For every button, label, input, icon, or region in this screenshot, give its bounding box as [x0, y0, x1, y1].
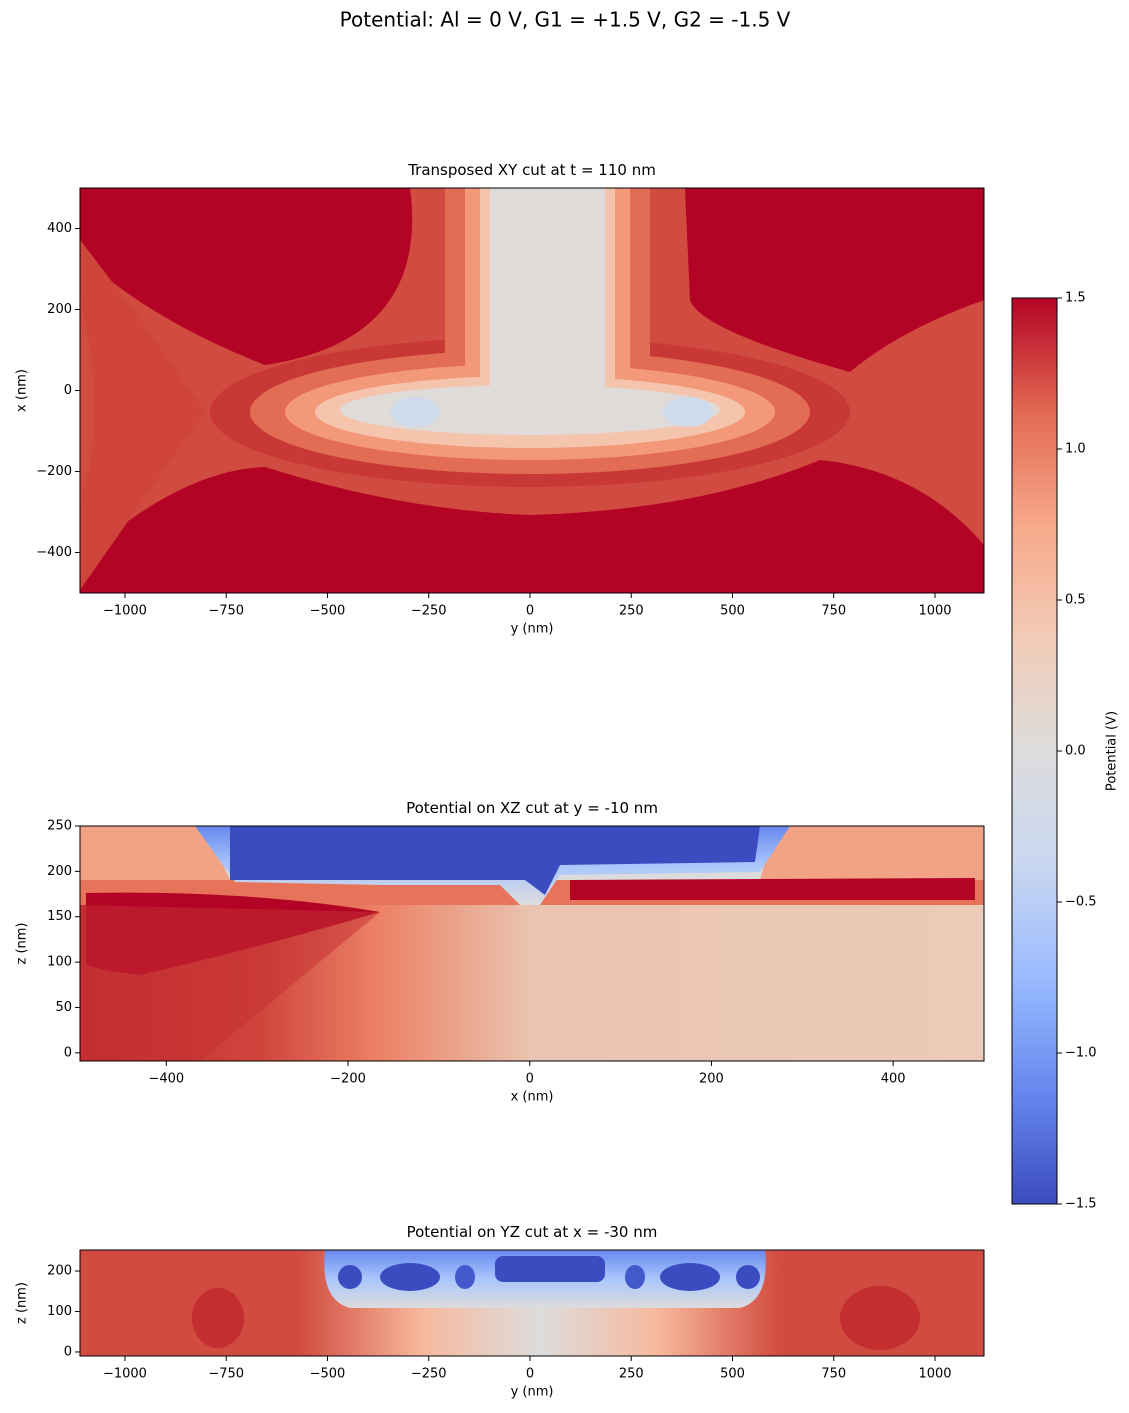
y-tick-label: 250	[47, 819, 72, 834]
x-tick-label: 500	[720, 1367, 745, 1382]
y-tick-label: 0	[64, 1045, 72, 1060]
y-tick-label: 150	[47, 909, 72, 924]
colorbar-tick-label: −1.0	[1065, 1046, 1097, 1061]
colorbar-label: Potential (V)	[1105, 711, 1120, 791]
y-tick-label: 0	[64, 1344, 72, 1359]
x-tick-label: −250	[411, 604, 447, 619]
plot-frame	[79, 825, 985, 1062]
x-tick-label: 750	[821, 604, 846, 619]
plot-frame	[79, 1249, 985, 1357]
contour-field	[80, 1250, 984, 1356]
contour-field	[80, 826, 984, 1061]
y-axis-label: z (nm)	[15, 1282, 30, 1324]
colorbar-tick-label: 1.5	[1065, 291, 1086, 306]
x-tick-label: −500	[310, 604, 346, 619]
x-tick-label: 1000	[918, 1367, 951, 1382]
x-tick-label: −400	[148, 1072, 184, 1087]
x-tick-label: −1000	[103, 1367, 147, 1382]
subplot-title: Transposed XY cut at t = 110 nm	[407, 161, 656, 179]
y-axis-label: x (nm)	[15, 369, 30, 412]
y-tick-label: 100	[47, 955, 72, 970]
y-tick-label: −200	[36, 464, 72, 479]
colorbar-tick-label: −1.5	[1065, 1197, 1097, 1212]
y-tick-label: 200	[47, 302, 72, 317]
colorbar-tick-label: −0.5	[1065, 895, 1097, 910]
x-tick-label: −250	[411, 1367, 447, 1382]
y-tick-label: 50	[55, 1000, 72, 1015]
y-tick-label: 200	[47, 1264, 72, 1279]
x-tick-label: 400	[881, 1072, 906, 1087]
x-tick-label: 500	[720, 604, 745, 619]
x-tick-label: −750	[208, 1367, 244, 1382]
x-tick-label: 1000	[918, 604, 951, 619]
subplot-title: Potential on XZ cut at y = -10 nm	[406, 799, 658, 817]
colorbar-tick-label: 0.5	[1065, 593, 1086, 608]
y-tick-label: 200	[47, 864, 72, 879]
x-axis-label: x (nm)	[511, 1090, 554, 1105]
x-tick-label: −500	[310, 1367, 346, 1382]
y-tick-label: −400	[36, 545, 72, 560]
y-tick-label: 0	[64, 383, 72, 398]
x-tick-label: 0	[526, 1072, 534, 1087]
x-tick-label: 250	[619, 1367, 644, 1382]
colorbar-tick-label: 1.0	[1065, 442, 1086, 457]
colorbar-tick-label: 0.0	[1065, 744, 1086, 759]
x-tick-label: 0	[526, 604, 534, 619]
x-axis-label: y (nm)	[511, 622, 554, 637]
contour-field	[80, 188, 984, 593]
x-tick-label: 200	[699, 1072, 724, 1087]
x-tick-label: 250	[619, 604, 644, 619]
x-tick-label: 750	[821, 1367, 846, 1382]
figure-title: Potential: Al = 0 V, G1 = +1.5 V, G2 = -…	[340, 8, 791, 32]
x-tick-label: −1000	[103, 604, 147, 619]
y-tick-label: 400	[47, 221, 72, 236]
x-tick-label: −200	[330, 1072, 366, 1087]
x-axis-label: y (nm)	[511, 1385, 554, 1400]
colorbar	[1011, 297, 1058, 1205]
subplot-title: Potential on YZ cut at x = -30 nm	[407, 1223, 658, 1241]
y-tick-label: 100	[47, 1304, 72, 1319]
y-axis-label: z (nm)	[15, 922, 30, 964]
x-tick-label: −750	[208, 604, 244, 619]
x-tick-label: 0	[526, 1367, 534, 1382]
